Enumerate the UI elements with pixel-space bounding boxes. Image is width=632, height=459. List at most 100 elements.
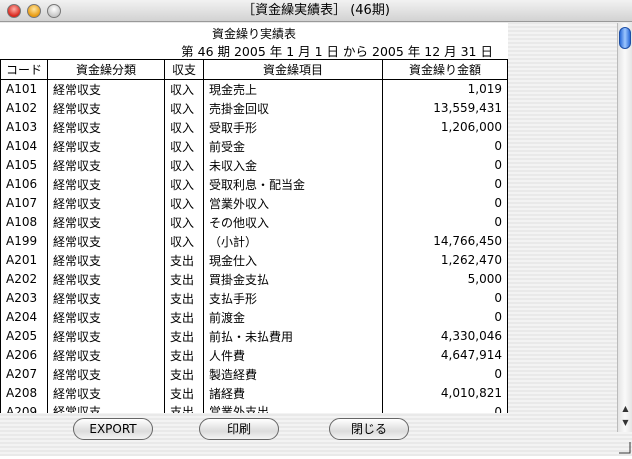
export-button[interactable]: EXPORT bbox=[73, 418, 153, 440]
scroll-up-arrow-icon[interactable]: ▲ bbox=[622, 404, 629, 413]
cell-category: 経常収支 bbox=[47, 402, 166, 413]
cell-amount: 0 bbox=[382, 174, 508, 194]
cell-amount: 0 bbox=[382, 402, 508, 413]
cell-item: 売掛金回収 bbox=[203, 98, 384, 118]
cell-code: A107 bbox=[0, 193, 49, 213]
cell-item: 前渡金 bbox=[203, 307, 384, 327]
table-row: A105 経常収支 収入 未収入金 0 bbox=[0, 155, 508, 175]
vertical-scrollbar[interactable]: ▲ ▼ bbox=[617, 23, 632, 432]
cell-category: 経常収支 bbox=[47, 231, 166, 251]
header-category: 資金繰分類 bbox=[47, 59, 166, 80]
cell-item: 支払手形 bbox=[203, 288, 384, 308]
cell-code: A106 bbox=[0, 174, 49, 194]
table-row: A102 経常収支 収入 売掛金回収 13,559,431 bbox=[0, 98, 508, 118]
cell-type: 支出 bbox=[164, 288, 205, 308]
title-bar[interactable]: ［資金繰実績表］ (46期) bbox=[0, 0, 632, 22]
cell-type: 収入 bbox=[164, 231, 205, 251]
close-button[interactable]: 閉じる bbox=[329, 418, 409, 440]
cell-type: 支出 bbox=[164, 307, 205, 327]
cell-type: 支出 bbox=[164, 250, 205, 270]
cell-amount: 0 bbox=[382, 136, 508, 156]
cell-code: A205 bbox=[0, 326, 49, 346]
cell-category: 経常収支 bbox=[47, 117, 166, 137]
header-item: 資金繰項目 bbox=[203, 59, 384, 80]
cell-code: A105 bbox=[0, 155, 49, 175]
cell-category: 経常収支 bbox=[47, 212, 166, 232]
cell-amount: 1,019 bbox=[382, 79, 508, 99]
cell-category: 経常収支 bbox=[47, 326, 166, 346]
cell-item: 製造経費 bbox=[203, 364, 384, 384]
cell-category: 経常収支 bbox=[47, 364, 166, 384]
cell-code: A209 bbox=[0, 402, 49, 413]
scroll-thumb[interactable] bbox=[619, 27, 631, 49]
cell-category: 経常収支 bbox=[47, 98, 166, 118]
print-button[interactable]: 印刷 bbox=[199, 418, 279, 440]
table-header-row: コード 資金繰分類 収支 資金繰項目 資金繰り金額 bbox=[0, 59, 508, 80]
cell-code: A207 bbox=[0, 364, 49, 384]
cell-amount: 4,010,821 bbox=[382, 383, 508, 403]
cell-amount: 14,766,450 bbox=[382, 231, 508, 251]
cell-item: 受取利息・配当金 bbox=[203, 174, 384, 194]
cell-amount: 1,262,470 bbox=[382, 250, 508, 270]
cell-category: 経常収支 bbox=[47, 307, 166, 327]
cell-category: 経常収支 bbox=[47, 269, 166, 289]
cell-category: 経常収支 bbox=[47, 155, 166, 175]
cell-type: 支出 bbox=[164, 269, 205, 289]
window-title: ［資金繰実績表］ (46期) bbox=[242, 3, 390, 18]
table-row: A204 経常収支 支出 前渡金 0 bbox=[0, 307, 508, 327]
cell-type: 収入 bbox=[164, 79, 205, 99]
table-row: A208 経常収支 支出 諸経費 4,010,821 bbox=[0, 383, 508, 403]
table-row: A107 経常収支 収入 営業外収入 0 bbox=[0, 193, 508, 213]
cell-code: A201 bbox=[0, 250, 49, 270]
cell-amount: 13,559,431 bbox=[382, 98, 508, 118]
close-window-icon[interactable] bbox=[7, 4, 21, 18]
cell-item: 前払・未払費用 bbox=[203, 326, 384, 346]
cell-amount: 5,000 bbox=[382, 269, 508, 289]
header-code: コード bbox=[0, 59, 49, 80]
cell-type: 支出 bbox=[164, 345, 205, 365]
cell-type: 収入 bbox=[164, 136, 205, 156]
minimize-window-icon[interactable] bbox=[27, 4, 41, 18]
cell-amount: 4,647,914 bbox=[382, 345, 508, 365]
cell-item: その他収入 bbox=[203, 212, 384, 232]
cell-item: 未収入金 bbox=[203, 155, 384, 175]
table-row: A207 経常収支 支出 製造経費 0 bbox=[0, 364, 508, 384]
table-row: A202 経常収支 支出 買掛金支払 5,000 bbox=[0, 269, 508, 289]
resize-grip-icon[interactable] bbox=[617, 440, 632, 456]
cell-category: 経常収支 bbox=[47, 174, 166, 194]
scroll-down-arrow-icon[interactable]: ▼ bbox=[622, 418, 629, 427]
header-type: 収支 bbox=[164, 59, 205, 80]
table-row: A103 経常収支 収入 受取手形 1,206,000 bbox=[0, 117, 508, 137]
cell-category: 経常収支 bbox=[47, 345, 166, 365]
zoom-window-icon[interactable] bbox=[47, 4, 61, 18]
cell-amount: 0 bbox=[382, 193, 508, 213]
table-row: A101 経常収支 収入 現金売上 1,019 bbox=[0, 79, 508, 99]
report-period: 第 46 期 2005 年 1 月 1 日 から 2005 年 12 月 31 … bbox=[181, 44, 493, 59]
cell-item: 現金仕入 bbox=[203, 250, 384, 270]
cell-code: A108 bbox=[0, 212, 49, 232]
report-area: 資金繰り実績表 第 46 期 2005 年 1 月 1 日 から 2005 年 … bbox=[0, 23, 617, 413]
cell-type: 収入 bbox=[164, 98, 205, 118]
cell-code: A208 bbox=[0, 383, 49, 403]
table-row: A206 経常収支 支出 人件費 4,647,914 bbox=[0, 345, 508, 365]
cell-code: A206 bbox=[0, 345, 49, 365]
cell-category: 経常収支 bbox=[47, 79, 166, 99]
cell-type: 収入 bbox=[164, 174, 205, 194]
cell-code: A102 bbox=[0, 98, 49, 118]
cell-item: 営業外支出 bbox=[203, 402, 384, 413]
cell-amount: 1,206,000 bbox=[382, 117, 508, 137]
cell-code: A204 bbox=[0, 307, 49, 327]
cell-type: 収入 bbox=[164, 193, 205, 213]
cell-type: 収入 bbox=[164, 155, 205, 175]
cell-type: 支出 bbox=[164, 383, 205, 403]
cell-item: 前受金 bbox=[203, 136, 384, 156]
cell-type: 支出 bbox=[164, 364, 205, 384]
cell-code: A202 bbox=[0, 269, 49, 289]
cell-item: 買掛金支払 bbox=[203, 269, 384, 289]
cell-amount: 4,330,046 bbox=[382, 326, 508, 346]
table-row: A104 経常収支 収入 前受金 0 bbox=[0, 136, 508, 156]
cell-amount: 0 bbox=[382, 307, 508, 327]
cell-amount: 0 bbox=[382, 212, 508, 232]
table-row: A199 経常収支 収入 （小計） 14,766,450 bbox=[0, 231, 508, 251]
